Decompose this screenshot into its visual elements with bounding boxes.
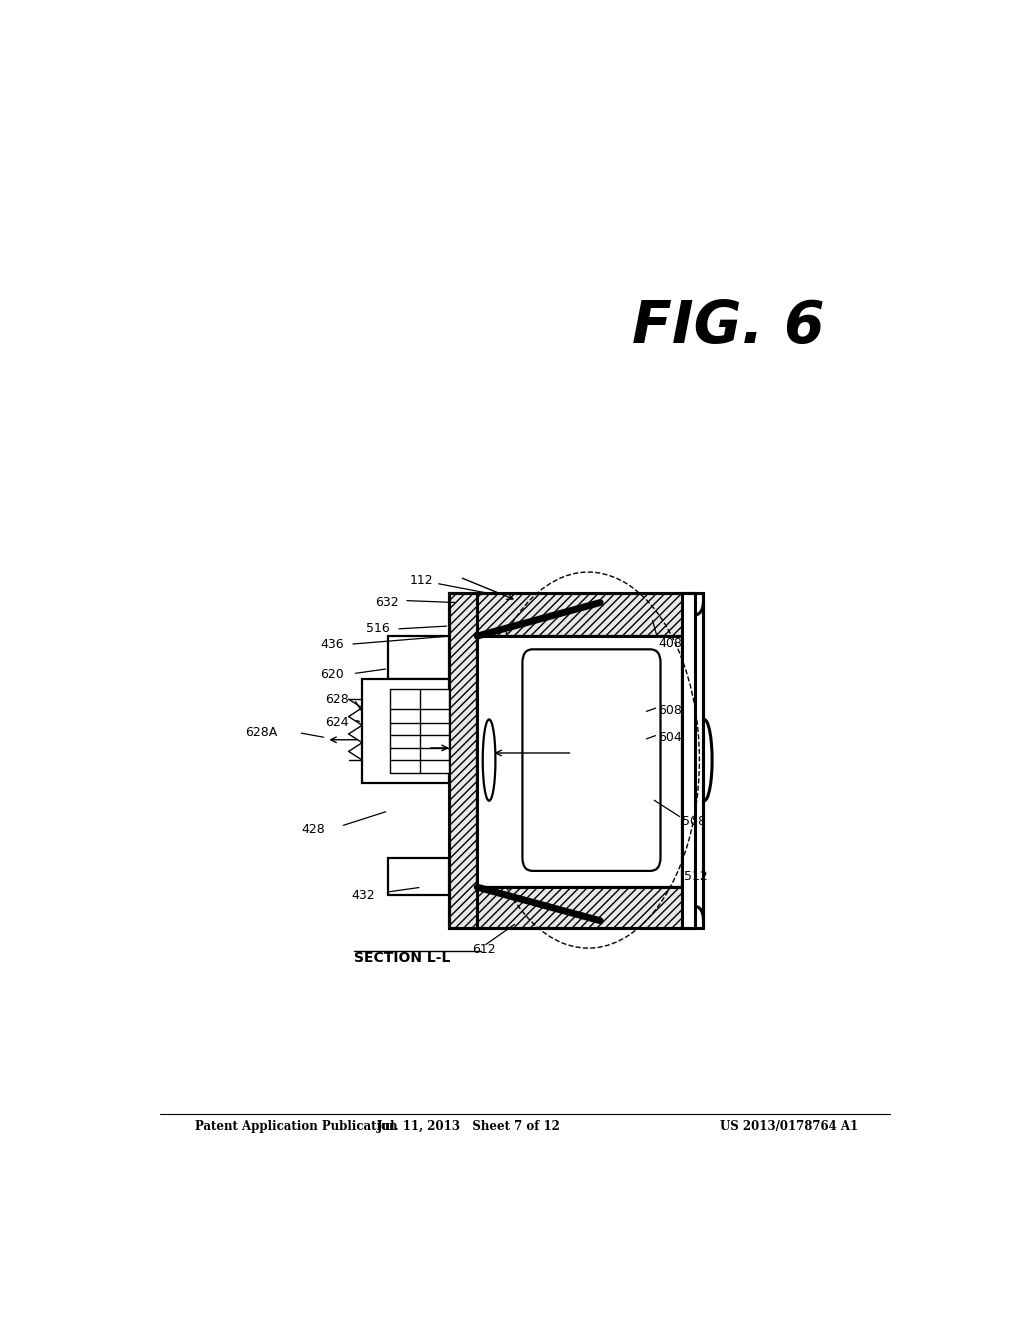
Text: 432: 432 bbox=[352, 888, 376, 902]
Polygon shape bbox=[450, 887, 695, 928]
Polygon shape bbox=[450, 594, 695, 636]
Text: 604: 604 bbox=[658, 731, 682, 744]
Text: 408: 408 bbox=[658, 636, 682, 649]
Text: 612: 612 bbox=[472, 942, 496, 956]
Text: 512: 512 bbox=[684, 870, 708, 883]
Text: 620: 620 bbox=[321, 668, 344, 681]
Text: 112: 112 bbox=[410, 574, 433, 586]
Text: FIG. 6: FIG. 6 bbox=[632, 297, 824, 355]
Polygon shape bbox=[450, 594, 477, 928]
Text: Jul. 11, 2013   Sheet 7 of 12: Jul. 11, 2013 Sheet 7 of 12 bbox=[377, 1119, 561, 1133]
Text: 608: 608 bbox=[658, 704, 682, 717]
Polygon shape bbox=[682, 594, 703, 928]
Text: 628A: 628A bbox=[246, 726, 278, 739]
Text: Patent Application Publication: Patent Application Publication bbox=[196, 1119, 398, 1133]
Polygon shape bbox=[388, 858, 450, 895]
Polygon shape bbox=[390, 689, 450, 774]
Text: 436: 436 bbox=[321, 638, 344, 651]
Text: 624: 624 bbox=[325, 715, 348, 729]
Text: 508: 508 bbox=[682, 814, 706, 828]
Text: 632: 632 bbox=[376, 597, 399, 609]
Polygon shape bbox=[388, 636, 450, 678]
Text: 516: 516 bbox=[367, 623, 390, 635]
Text: 428: 428 bbox=[301, 822, 325, 836]
Text: SECTION L-L: SECTION L-L bbox=[354, 952, 451, 965]
Polygon shape bbox=[362, 678, 450, 784]
Text: US 2013/0178764 A1: US 2013/0178764 A1 bbox=[720, 1119, 858, 1133]
Text: 628: 628 bbox=[325, 693, 348, 706]
